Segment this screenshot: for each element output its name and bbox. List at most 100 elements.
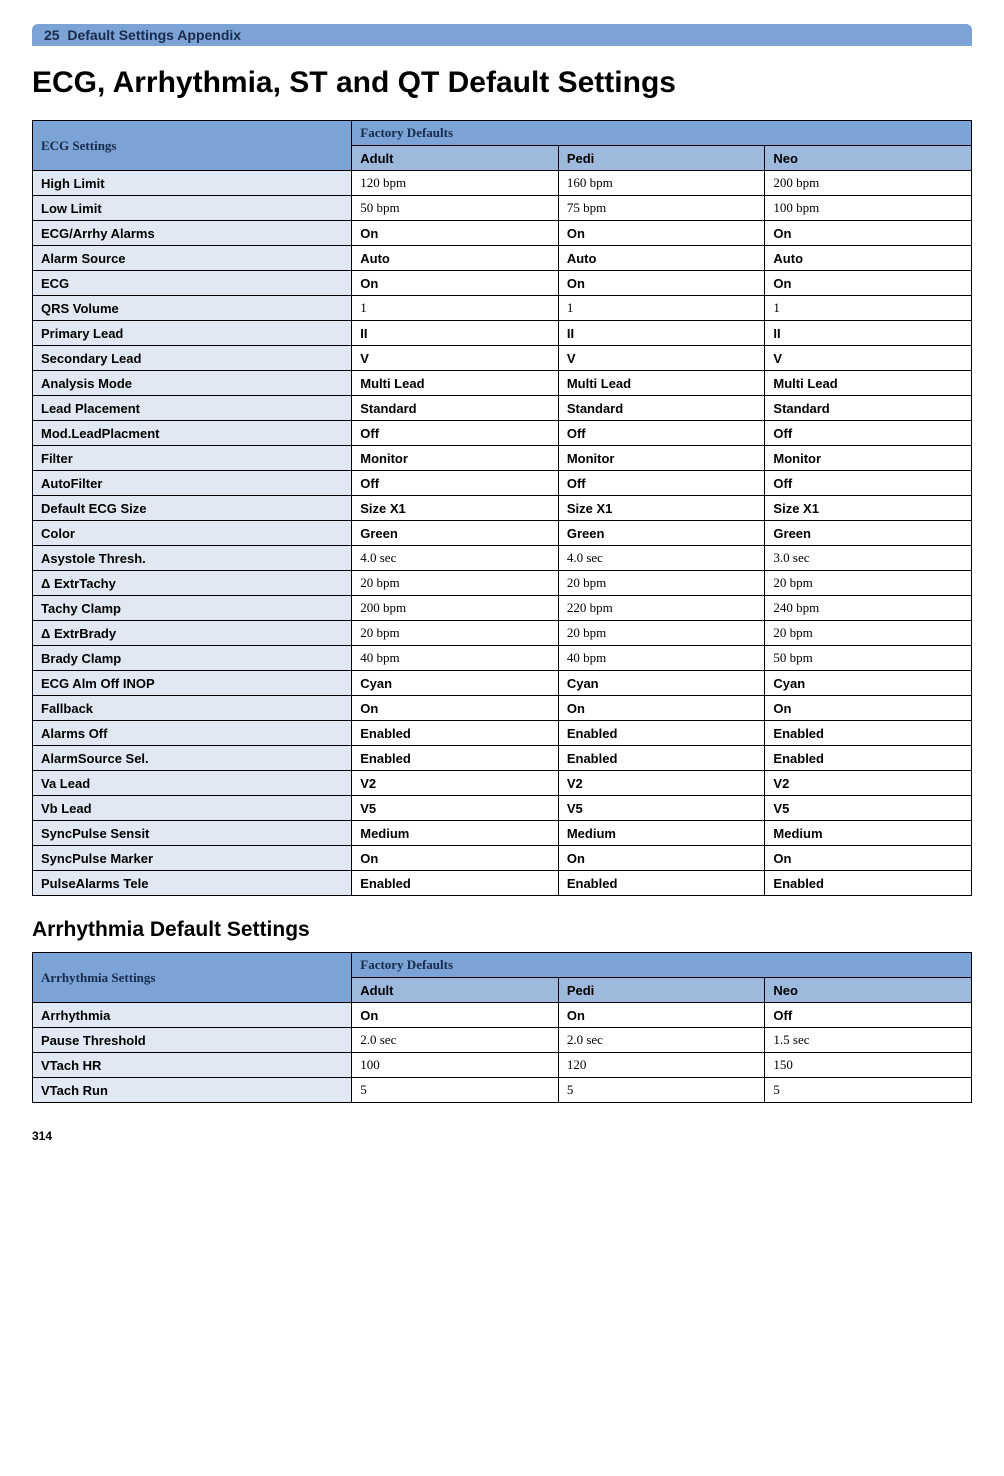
ecg-row-label: Δ ExtrTachy (33, 571, 352, 596)
ecg-row-label: Alarms Off (33, 721, 352, 746)
page-title: ECG, Arrhythmia, ST and QT Default Setti… (32, 66, 972, 100)
table-row: Brady Clamp40 bpm40 bpm50 bpm (33, 646, 972, 671)
ecg-row-label: Alarm Source (33, 246, 352, 271)
arr-cell: 5 (765, 1078, 972, 1103)
arr-col-pedi: Pedi (558, 978, 765, 1003)
ecg-cell: 160 bpm (558, 171, 765, 196)
ecg-row-label: Brady Clamp (33, 646, 352, 671)
table-row: ColorGreenGreenGreen (33, 521, 972, 546)
ecg-row-label: Filter (33, 446, 352, 471)
ecg-row-label: AutoFilter (33, 471, 352, 496)
ecg-cell: 75 bpm (558, 196, 765, 221)
arr-cell: 5 (558, 1078, 765, 1103)
ecg-cell: Medium (352, 821, 559, 846)
table-row: FallbackOnOnOn (33, 696, 972, 721)
ecg-row-label: High Limit (33, 171, 352, 196)
ecg-cell: 20 bpm (765, 621, 972, 646)
ecg-cell: Size X1 (352, 496, 559, 521)
chapter-header: 25 Default Settings Appendix (32, 24, 972, 46)
ecg-cell: 20 bpm (352, 621, 559, 646)
ecg-cell: 20 bpm (558, 621, 765, 646)
ecg-cell: Green (765, 521, 972, 546)
ecg-cell: Monitor (352, 446, 559, 471)
table-row: Va LeadV2V2V2 (33, 771, 972, 796)
ecg-cell: 20 bpm (352, 571, 559, 596)
ecg-cell: Cyan (352, 671, 559, 696)
ecg-cell: Off (558, 471, 765, 496)
ecg-cell: Green (352, 521, 559, 546)
ecg-header-top: Factory Defaults (352, 121, 972, 146)
table-row: Default ECG SizeSize X1Size X1Size X1 (33, 496, 972, 521)
ecg-row-label: Tachy Clamp (33, 596, 352, 621)
ecg-cell: Auto (352, 246, 559, 271)
ecg-cell: V (765, 346, 972, 371)
ecg-row-label: Secondary Lead (33, 346, 352, 371)
ecg-row-label: Color (33, 521, 352, 546)
page-number: 314 (32, 1129, 972, 1143)
ecg-row-label: ECG/Arrhy Alarms (33, 221, 352, 246)
ecg-cell: V2 (765, 771, 972, 796)
table-row: Tachy Clamp200 bpm220 bpm240 bpm (33, 596, 972, 621)
table-row: High Limit120 bpm160 bpm200 bpm (33, 171, 972, 196)
ecg-row-label: Va Lead (33, 771, 352, 796)
ecg-cell: II (352, 321, 559, 346)
ecg-cell: On (352, 846, 559, 871)
ecg-col-adult: Adult (352, 146, 559, 171)
table-row: Vb LeadV5V5V5 (33, 796, 972, 821)
ecg-cell: II (558, 321, 765, 346)
ecg-cell: Standard (558, 396, 765, 421)
table-row: QRS Volume111 (33, 296, 972, 321)
arr-col-adult: Adult (352, 978, 559, 1003)
ecg-cell: Medium (765, 821, 972, 846)
ecg-cell: Enabled (558, 721, 765, 746)
table-row: ECGOnOnOn (33, 271, 972, 296)
ecg-cell: Monitor (558, 446, 765, 471)
ecg-cell: 220 bpm (558, 596, 765, 621)
arr-cell: 150 (765, 1053, 972, 1078)
chapter-title: Default Settings Appendix (67, 27, 241, 43)
table-row: PulseAlarms TeleEnabledEnabledEnabled (33, 871, 972, 896)
ecg-cell: 100 bpm (765, 196, 972, 221)
ecg-row-label: ECG Alm Off INOP (33, 671, 352, 696)
table-row: SyncPulse SensitMediumMediumMedium (33, 821, 972, 846)
ecg-cell: 120 bpm (352, 171, 559, 196)
table-row: Mod.LeadPlacmentOffOffOff (33, 421, 972, 446)
ecg-cell: V5 (765, 796, 972, 821)
chapter-number: 25 (44, 27, 60, 43)
ecg-header-label: ECG Settings (33, 121, 352, 171)
ecg-cell: II (765, 321, 972, 346)
table-row: AlarmSource Sel.EnabledEnabledEnabled (33, 746, 972, 771)
ecg-cell: Off (765, 421, 972, 446)
ecg-cell: Enabled (352, 871, 559, 896)
arr-cell: 1.5 sec (765, 1028, 972, 1053)
ecg-cell: On (558, 221, 765, 246)
ecg-cell: Enabled (352, 746, 559, 771)
ecg-cell: Off (558, 421, 765, 446)
ecg-cell: Multi Lead (352, 371, 559, 396)
ecg-cell: Auto (558, 246, 765, 271)
ecg-cell: On (558, 846, 765, 871)
ecg-cell: 240 bpm (765, 596, 972, 621)
ecg-cell: Off (765, 471, 972, 496)
table-row: Δ ExtrTachy20 bpm20 bpm20 bpm (33, 571, 972, 596)
ecg-cell: 4.0 sec (352, 546, 559, 571)
table-row: AutoFilterOffOffOff (33, 471, 972, 496)
ecg-cell: V2 (558, 771, 765, 796)
table-row: Analysis ModeMulti LeadMulti LeadMulti L… (33, 371, 972, 396)
ecg-cell: Standard (765, 396, 972, 421)
ecg-row-label: PulseAlarms Tele (33, 871, 352, 896)
ecg-cell: Cyan (558, 671, 765, 696)
ecg-row-label: Primary Lead (33, 321, 352, 346)
arrhythmia-heading: Arrhythmia Default Settings (32, 918, 972, 942)
table-row: Secondary LeadVVV (33, 346, 972, 371)
ecg-cell: 4.0 sec (558, 546, 765, 571)
arr-cell: 120 (558, 1053, 765, 1078)
ecg-cell: Medium (558, 821, 765, 846)
ecg-row-label: Asystole Thresh. (33, 546, 352, 571)
arrhythmia-settings-table: Arrhythmia Settings Factory Defaults Adu… (32, 952, 972, 1103)
ecg-cell: 200 bpm (352, 596, 559, 621)
ecg-row-label: ECG (33, 271, 352, 296)
ecg-cell: Standard (352, 396, 559, 421)
ecg-cell: 1 (558, 296, 765, 321)
table-row: Low Limit50 bpm75 bpm100 bpm (33, 196, 972, 221)
